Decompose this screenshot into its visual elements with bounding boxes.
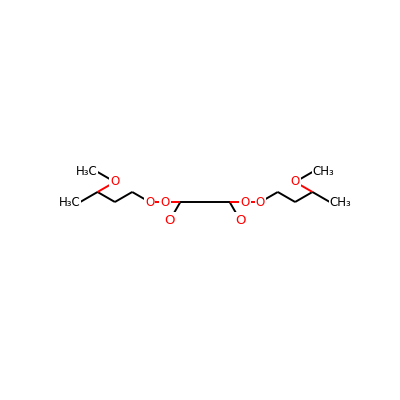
Text: O: O (160, 196, 170, 208)
Text: O: O (240, 196, 250, 208)
Text: H₃C: H₃C (76, 166, 98, 178)
Text: O: O (290, 176, 300, 188)
Text: O: O (165, 214, 175, 226)
Text: O: O (235, 214, 245, 226)
Text: CH₃: CH₃ (312, 166, 334, 178)
Text: O: O (110, 176, 120, 188)
Text: CH₃: CH₃ (330, 196, 352, 208)
Text: H₃C: H₃C (58, 196, 80, 208)
Text: O: O (256, 196, 265, 208)
Text: O: O (145, 196, 154, 208)
